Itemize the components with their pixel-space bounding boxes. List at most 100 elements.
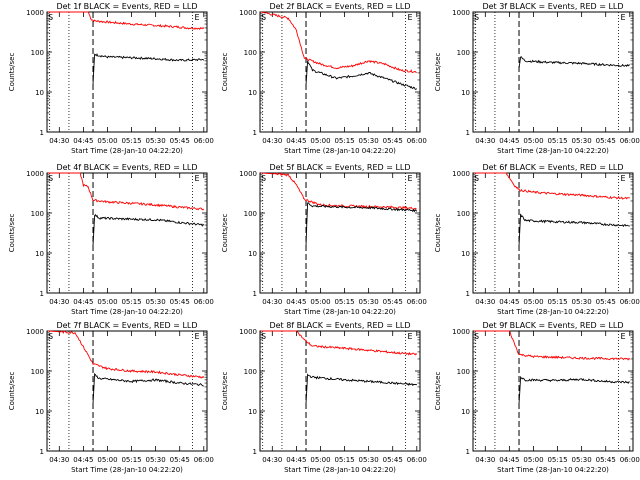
- y-tick-label: 100: [457, 210, 470, 218]
- x-axis-label: Start Time (28-Jan-10 04:22:20): [497, 466, 609, 474]
- y-tick-label: 1000: [26, 328, 44, 336]
- x-tick-label: 05:00: [523, 456, 543, 464]
- x-tick-label: 04:45: [286, 298, 306, 306]
- x-tick-label: 06:00: [407, 137, 427, 145]
- x-tick-label: 04:30: [262, 456, 282, 464]
- y-tick-label: 1000: [452, 9, 470, 17]
- y-axis-label: Counts/sec: [221, 53, 229, 92]
- x-tick-label: 05:15: [121, 137, 141, 145]
- y-tick-label: 100: [244, 49, 257, 57]
- start-marker-label: S: [474, 332, 479, 341]
- panel-7: Det 7f BLACK = Events, RED = LLD Counts/s…: [8, 321, 214, 474]
- y-tick-label: 1000: [239, 170, 257, 178]
- x-tick-label: 05:45: [383, 298, 403, 306]
- panel-title: Det 6f BLACK = Events, RED = LLD: [482, 163, 623, 172]
- x-tick-label: 05:15: [334, 137, 354, 145]
- x-tick-label: 05:45: [170, 298, 190, 306]
- end-marker-label: E: [408, 332, 413, 341]
- series-lld-line: [474, 330, 631, 361]
- y-axis-label: Counts/sec: [221, 372, 229, 411]
- series-lld-line: [474, 172, 631, 200]
- series-events-line: [92, 53, 205, 85]
- y-tick-label: 1: [466, 290, 470, 298]
- plot-frame: [472, 11, 634, 133]
- x-tick-label: 06:00: [407, 456, 427, 464]
- y-tick-label: 1: [253, 448, 257, 456]
- y-tick-label: 1: [466, 129, 470, 137]
- start-marker-label: S: [48, 332, 53, 341]
- x-tick-label: 04:45: [499, 298, 519, 306]
- y-axis-label: Counts/sec: [8, 53, 16, 92]
- y-tick-label: 10: [35, 89, 44, 97]
- x-tick-label: 05:30: [146, 298, 166, 306]
- panel-1: Det 1f BLACK = Events, RED = LLD Counts/s…: [8, 2, 214, 155]
- x-tick-label: 05:30: [359, 456, 379, 464]
- x-axis-label: Start Time (28-Jan-10 04:22:20): [497, 147, 609, 155]
- y-tick-label: 100: [31, 368, 44, 376]
- x-tick-label: 04:45: [73, 137, 93, 145]
- y-tick-label: 1: [466, 448, 470, 456]
- plot-frame: [46, 11, 208, 133]
- y-tick-label: 1: [40, 129, 44, 137]
- y-tick-label: 1000: [452, 328, 470, 336]
- series-events-line: [518, 56, 630, 69]
- x-tick-label: 06:00: [194, 456, 214, 464]
- end-marker-label: E: [195, 13, 200, 22]
- y-tick-label: 10: [35, 250, 44, 258]
- panel-title: Det 1f BLACK = Events, RED = LLD: [56, 2, 197, 11]
- x-axis-label: Start Time (28-Jan-10 04:22:20): [284, 308, 396, 316]
- x-axis-label: Start Time (28-Jan-10 04:22:20): [71, 147, 183, 155]
- panel-2: Det 2f BLACK = Events, RED = LLD Counts/s…: [221, 2, 427, 155]
- plot-frame: [472, 330, 634, 452]
- x-tick-label: 06:00: [194, 137, 214, 145]
- x-tick-label: 04:45: [73, 298, 93, 306]
- y-tick-label: 10: [248, 408, 257, 416]
- x-tick-label: 05:15: [121, 298, 141, 306]
- x-tick-label: 04:30: [475, 137, 495, 145]
- panel-title: Det 8f BLACK = Events, RED = LLD: [269, 321, 410, 330]
- x-tick-label: 04:30: [262, 137, 282, 145]
- y-tick-label: 1000: [26, 170, 44, 178]
- x-tick-label: 04:45: [499, 456, 519, 464]
- x-tick-label: 04:45: [286, 456, 306, 464]
- y-tick-label: 1: [253, 129, 257, 137]
- x-tick-label: 05:30: [359, 298, 379, 306]
- x-tick-label: 05:45: [596, 137, 616, 145]
- panel-3: Det 3f BLACK = Events, RED = LLD Counts/s…: [434, 2, 640, 155]
- x-axis-label: Start Time (28-Jan-10 04:22:20): [284, 147, 396, 155]
- panel-title: Det 7f BLACK = Events, RED = LLD: [56, 321, 197, 330]
- panel-title: Det 5f BLACK = Events, RED = LLD: [269, 163, 410, 172]
- x-tick-label: 05:30: [359, 137, 379, 145]
- plot-frame: [472, 172, 634, 294]
- x-tick-label: 04:30: [475, 456, 495, 464]
- panel-4: Det 4f BLACK = Events, RED = LLD Counts/s…: [8, 163, 214, 316]
- x-tick-label: 05:00: [97, 137, 117, 145]
- y-axis-label: Counts/sec: [221, 214, 229, 253]
- panel-title: Det 9f BLACK = Events, RED = LLD: [482, 321, 623, 330]
- end-marker-label: E: [195, 332, 200, 341]
- plot-frame: [259, 172, 421, 294]
- x-tick-label: 04:45: [73, 456, 93, 464]
- y-tick-label: 100: [244, 368, 257, 376]
- start-marker-label: S: [261, 332, 266, 341]
- x-tick-label: 05:00: [97, 456, 117, 464]
- x-tick-label: 05:45: [383, 137, 403, 145]
- x-tick-label: 04:30: [49, 137, 69, 145]
- y-tick-label: 100: [457, 368, 470, 376]
- y-tick-label: 1000: [239, 9, 257, 17]
- y-tick-label: 10: [461, 250, 470, 258]
- y-tick-label: 1: [253, 290, 257, 298]
- x-tick-label: 04:30: [49, 298, 69, 306]
- plot-frame: [46, 172, 208, 294]
- y-tick-label: 1000: [239, 328, 257, 336]
- series-lld-line: [48, 172, 205, 211]
- x-tick-label: 05:00: [523, 298, 543, 306]
- y-tick-label: 1000: [26, 9, 44, 17]
- x-axis-label: Start Time (28-Jan-10 04:22:20): [71, 466, 183, 474]
- panel-5: Det 5f BLACK = Events, RED = LLD Counts/s…: [221, 163, 427, 316]
- y-tick-label: 10: [461, 408, 470, 416]
- x-tick-label: 05:00: [310, 456, 330, 464]
- x-tick-label: 06:00: [407, 298, 427, 306]
- x-tick-label: 04:30: [475, 298, 495, 306]
- y-tick-label: 1000: [452, 170, 470, 178]
